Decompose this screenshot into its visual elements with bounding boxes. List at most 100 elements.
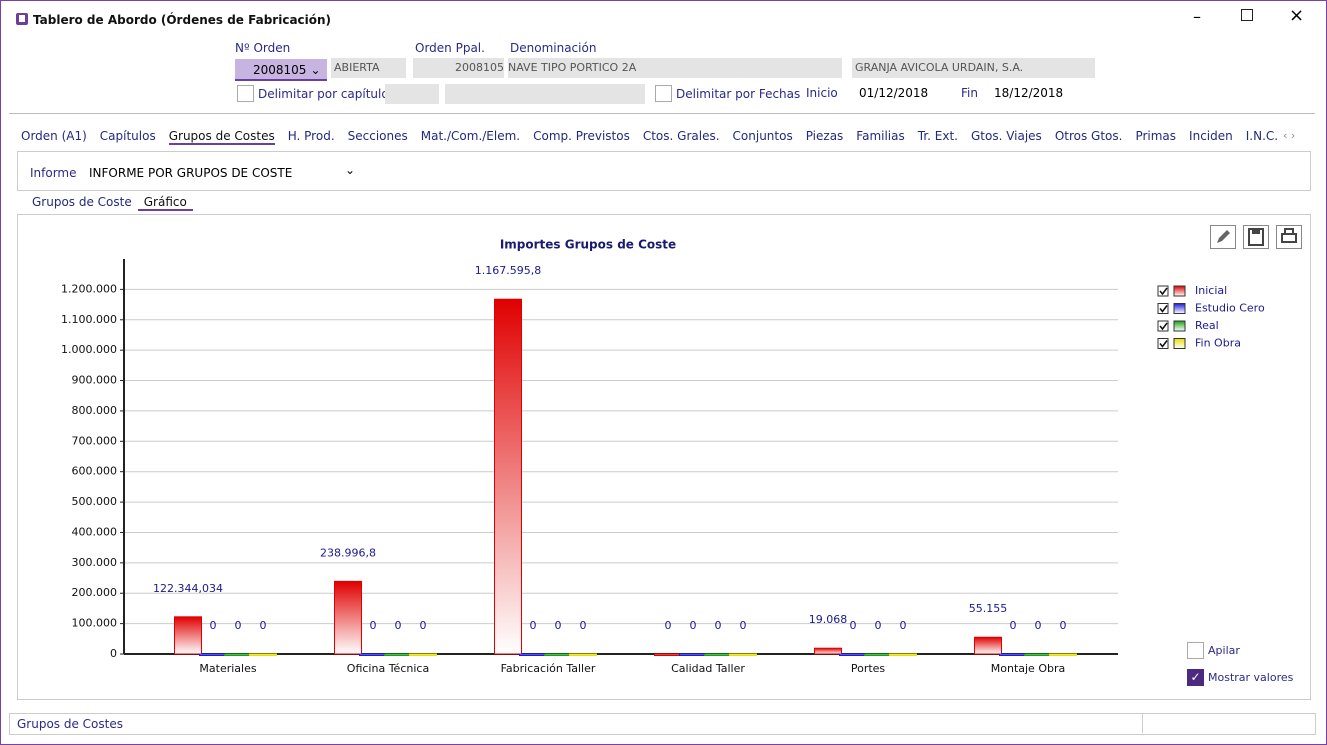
value-label: 55.155 xyxy=(969,602,1008,615)
tab[interactable]: Tr. Ext. xyxy=(917,129,958,143)
legend-label: Inicial xyxy=(1195,284,1227,297)
tab[interactable]: Inciden xyxy=(1189,129,1233,143)
bar xyxy=(174,616,202,655)
y-tick-label: 1.000.000 xyxy=(61,343,117,356)
tab[interactable]: Secciones xyxy=(347,129,408,143)
capitulo-label: Delimitar por capítulo xyxy=(258,87,389,101)
x-tick-label: Oficina Técnica xyxy=(347,662,429,675)
value-label: 0 xyxy=(395,619,402,632)
status-text: Grupos de Costes xyxy=(17,717,123,731)
tab[interactable]: Capítulos xyxy=(99,129,156,143)
value-label: 0 xyxy=(690,619,697,632)
value-label: 0 xyxy=(235,619,242,632)
legend-checkbox xyxy=(1157,285,1169,297)
tab[interactable]: Primas xyxy=(1135,129,1177,143)
minimize-button[interactable]: – xyxy=(1193,7,1201,26)
tab[interactable]: Familias xyxy=(856,129,905,143)
bar xyxy=(334,580,362,655)
y-tick-label: 900.000 xyxy=(72,374,118,387)
legend-check xyxy=(1159,340,1168,348)
x-tick-label: Montaje Obra xyxy=(991,662,1065,675)
order-value: 2008105 xyxy=(253,63,307,77)
bar xyxy=(224,653,252,656)
bar xyxy=(704,653,732,656)
value-label: 0 xyxy=(900,619,907,632)
x-tick-label: Materiales xyxy=(199,662,256,675)
tab[interactable]: Gtos. Viajes xyxy=(970,129,1042,143)
tab[interactable]: Ctos. Grales. xyxy=(642,129,720,143)
value-label: 1.167.595,8 xyxy=(475,264,541,277)
inicio-value[interactable]: 01/12/2018 xyxy=(859,86,929,100)
value-label: 0 xyxy=(370,619,377,632)
bar xyxy=(519,653,547,656)
legend-swatch xyxy=(1173,338,1186,349)
inicio-label: Inicio xyxy=(806,86,838,100)
bar xyxy=(974,636,1002,655)
bar xyxy=(1049,653,1077,656)
value-label: 122.344,034 xyxy=(153,582,223,595)
fin-value[interactable]: 18/12/2018 xyxy=(994,86,1064,100)
fechas-label: Delimitar por Fechas xyxy=(676,87,801,101)
value-label: 0 xyxy=(555,619,562,632)
bar xyxy=(544,653,572,656)
title-bar: Tablero de Abordo (Órdenes de Fabricació… xyxy=(1,1,1326,37)
y-tick-label: 1.100.000 xyxy=(61,313,117,326)
bar xyxy=(654,653,682,656)
x-tick-label: Portes xyxy=(851,662,886,675)
app-icon xyxy=(16,13,28,25)
legend-swatch xyxy=(1173,285,1186,297)
bar xyxy=(889,653,917,656)
subtab[interactable]: Grupos de Coste xyxy=(32,195,132,209)
tab[interactable]: I.N.C. xyxy=(1245,129,1279,143)
apilar-checkbox[interactable] xyxy=(1187,642,1204,659)
value-label: 0 xyxy=(530,619,537,632)
value-label: 0 xyxy=(665,619,672,632)
status-bar xyxy=(9,713,1316,735)
informe-panel xyxy=(17,151,1311,191)
bar xyxy=(569,653,597,656)
maximize-button[interactable] xyxy=(1241,9,1253,21)
legend-checkbox xyxy=(1157,320,1169,332)
value-label: 0 xyxy=(715,619,722,632)
tab[interactable]: Conjuntos xyxy=(732,129,793,143)
bar xyxy=(249,653,277,656)
legend-label: Real xyxy=(1195,319,1219,332)
tab-strip: Orden (A1) Capítulos Grupos de Costes H. Pr… xyxy=(21,129,1291,145)
status-field: ABIERTA xyxy=(331,58,406,78)
legend-label: Estudio Cero xyxy=(1195,302,1265,315)
fechas-checkbox[interactable] xyxy=(655,85,672,102)
edit-button[interactable] xyxy=(1210,225,1236,249)
order-combo[interactable]: 2008105 ⌄ xyxy=(235,59,327,81)
save-button[interactable] xyxy=(1243,225,1269,249)
bar xyxy=(409,653,437,656)
capitulo-checkbox[interactable] xyxy=(237,85,254,102)
close-button[interactable]: × xyxy=(1289,5,1305,26)
bar xyxy=(359,653,387,656)
informe-combo[interactable]: INFORME POR GRUPOS DE COSTE xyxy=(89,166,293,180)
value-label: 0 xyxy=(740,619,747,632)
tab[interactable]: Orden (A1) xyxy=(21,129,87,143)
tab[interactable]: H. Prod. xyxy=(287,129,335,143)
value-label: 0 xyxy=(210,619,217,632)
legend-checkbox xyxy=(1157,338,1169,349)
tab[interactable]: Otros Gtos. xyxy=(1054,129,1123,143)
tab[interactable]: Grupos de Costes xyxy=(168,129,275,145)
value-label: 0 xyxy=(1060,619,1067,632)
print-button[interactable] xyxy=(1276,225,1302,249)
legend-swatch xyxy=(1173,320,1186,332)
legend-check xyxy=(1159,322,1168,331)
capitulo-combo[interactable] xyxy=(385,84,439,104)
ppal-field: 2008105 xyxy=(413,58,504,78)
tab[interactable]: Comp. Previstos xyxy=(533,129,630,143)
tab[interactable]: Piezas xyxy=(805,129,844,143)
value-label: 0 xyxy=(1010,619,1017,632)
chart-title: Importes Grupos de Coste xyxy=(500,238,676,252)
subtab[interactable]: Gráfico xyxy=(137,195,193,211)
legend-check xyxy=(1159,287,1168,296)
mostrar-checkbox[interactable]: ✓ xyxy=(1187,669,1204,686)
y-tick-label: 200.000 xyxy=(72,586,118,599)
tab[interactable]: Mat./Com./Elem. xyxy=(420,129,521,143)
legend-check xyxy=(1159,305,1168,313)
